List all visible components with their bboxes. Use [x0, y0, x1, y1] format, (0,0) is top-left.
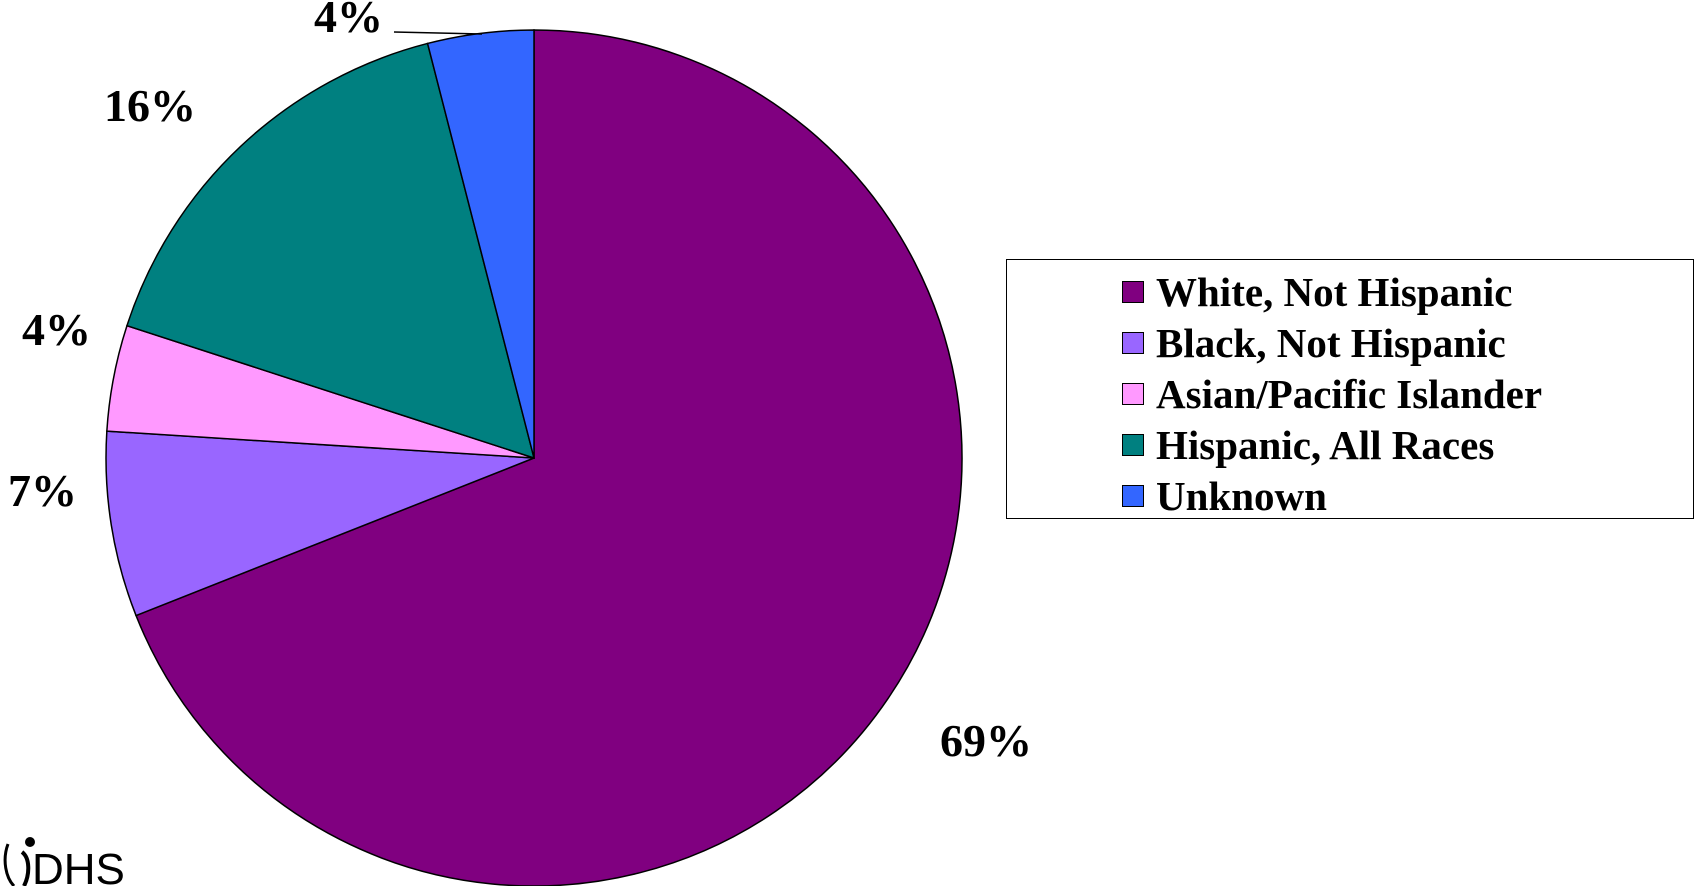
legend-item: White, Not Hispanic: [1122, 266, 1542, 317]
data-label-white-not-hispanic: 69%: [940, 715, 1032, 766]
unknown-leader-line: [393, 31, 483, 35]
legend-item: Black, Not Hispanic: [1122, 317, 1542, 368]
legend-label: Asian/Pacific Islander: [1156, 370, 1543, 417]
legend-swatch: [1122, 382, 1144, 405]
pie-slices: [105, 29, 963, 886]
legend: White, Not Hispanic Black, Not Hispanic As…: [1006, 259, 1694, 519]
legend-swatch: [1122, 484, 1144, 507]
legend-swatch: [1122, 331, 1144, 354]
legend-label: White, Not Hispanic: [1156, 268, 1513, 315]
legend-swatch: [1122, 433, 1144, 456]
legend-label: Black, Not Hispanic: [1156, 319, 1506, 366]
logo-text: DHS: [32, 845, 125, 886]
legend-label: Hispanic, All Races: [1156, 421, 1495, 468]
legend-swatch: [1122, 280, 1144, 303]
data-label-hispanic-all-races: 16%: [104, 80, 196, 131]
legend-list: White, Not Hispanic Black, Not Hispanic As…: [1122, 266, 1542, 521]
pie-slice-hispanic-all-races: [126, 42, 536, 460]
data-label-black-not-hispanic: 7%: [8, 465, 77, 516]
legend-item: Hispanic, All Races: [1122, 419, 1542, 470]
data-label-unknown: 4%: [314, 0, 383, 42]
pie-labels: 69% 7% 4% 16% 4%: [8, 0, 1032, 766]
pie-slice-white-not-hispanic: [135, 29, 963, 886]
legend-item: Asian/Pacific Islander: [1122, 368, 1542, 419]
legend-item: Unknown: [1122, 470, 1542, 521]
dhs-logo: DHS: [3, 837, 125, 886]
legend-label: Unknown: [1156, 472, 1327, 519]
pie-slice-black-not-hispanic: [105, 430, 535, 617]
data-label-asian-pacific-islander: 4%: [22, 304, 91, 355]
